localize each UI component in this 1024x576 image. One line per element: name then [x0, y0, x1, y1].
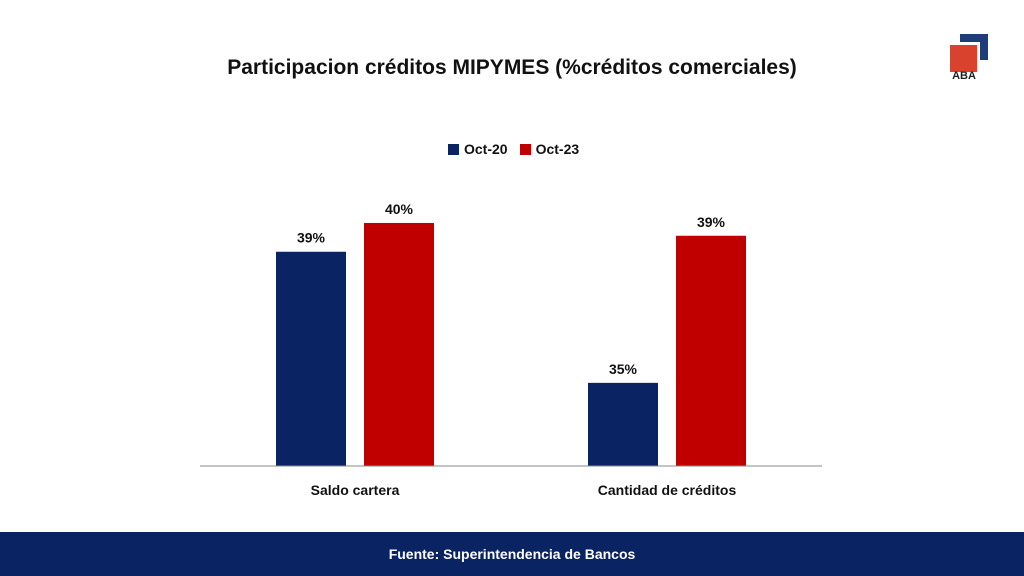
legend-label: Oct-20 — [464, 141, 508, 157]
legend-label: Oct-23 — [535, 141, 580, 157]
bar-oct-23-0 — [364, 222, 434, 466]
legend-swatch — [519, 143, 531, 155]
footer-source: Fuente: Superintendencia de Bancos — [0, 532, 1024, 576]
logo-text: ABA — [952, 70, 976, 82]
logo-bracket — [960, 34, 988, 60]
bar-oct-20-0 — [276, 251, 346, 466]
data-label: 40% — [385, 201, 414, 217]
category-label: Saldo cartera — [311, 482, 400, 498]
data-label: 39% — [297, 230, 326, 246]
data-label: 35% — [609, 361, 638, 377]
legend: Oct-20 Oct-23 — [448, 141, 579, 157]
bar-oct-20-1 — [588, 382, 658, 466]
aba-logo — [950, 34, 988, 72]
category-label: Cantidad de créditos — [598, 482, 737, 498]
data-label: 39% — [697, 214, 726, 230]
legend-swatch — [448, 143, 459, 155]
legend-item-oct-23: Oct-23 — [519, 141, 580, 157]
legend-item-oct-20: Oct-20 — [448, 141, 508, 157]
chart-title: Participacion créditos MIPYMES (%crédito… — [227, 56, 797, 79]
logo-square — [950, 45, 977, 72]
bar-oct-23-1 — [676, 235, 746, 466]
